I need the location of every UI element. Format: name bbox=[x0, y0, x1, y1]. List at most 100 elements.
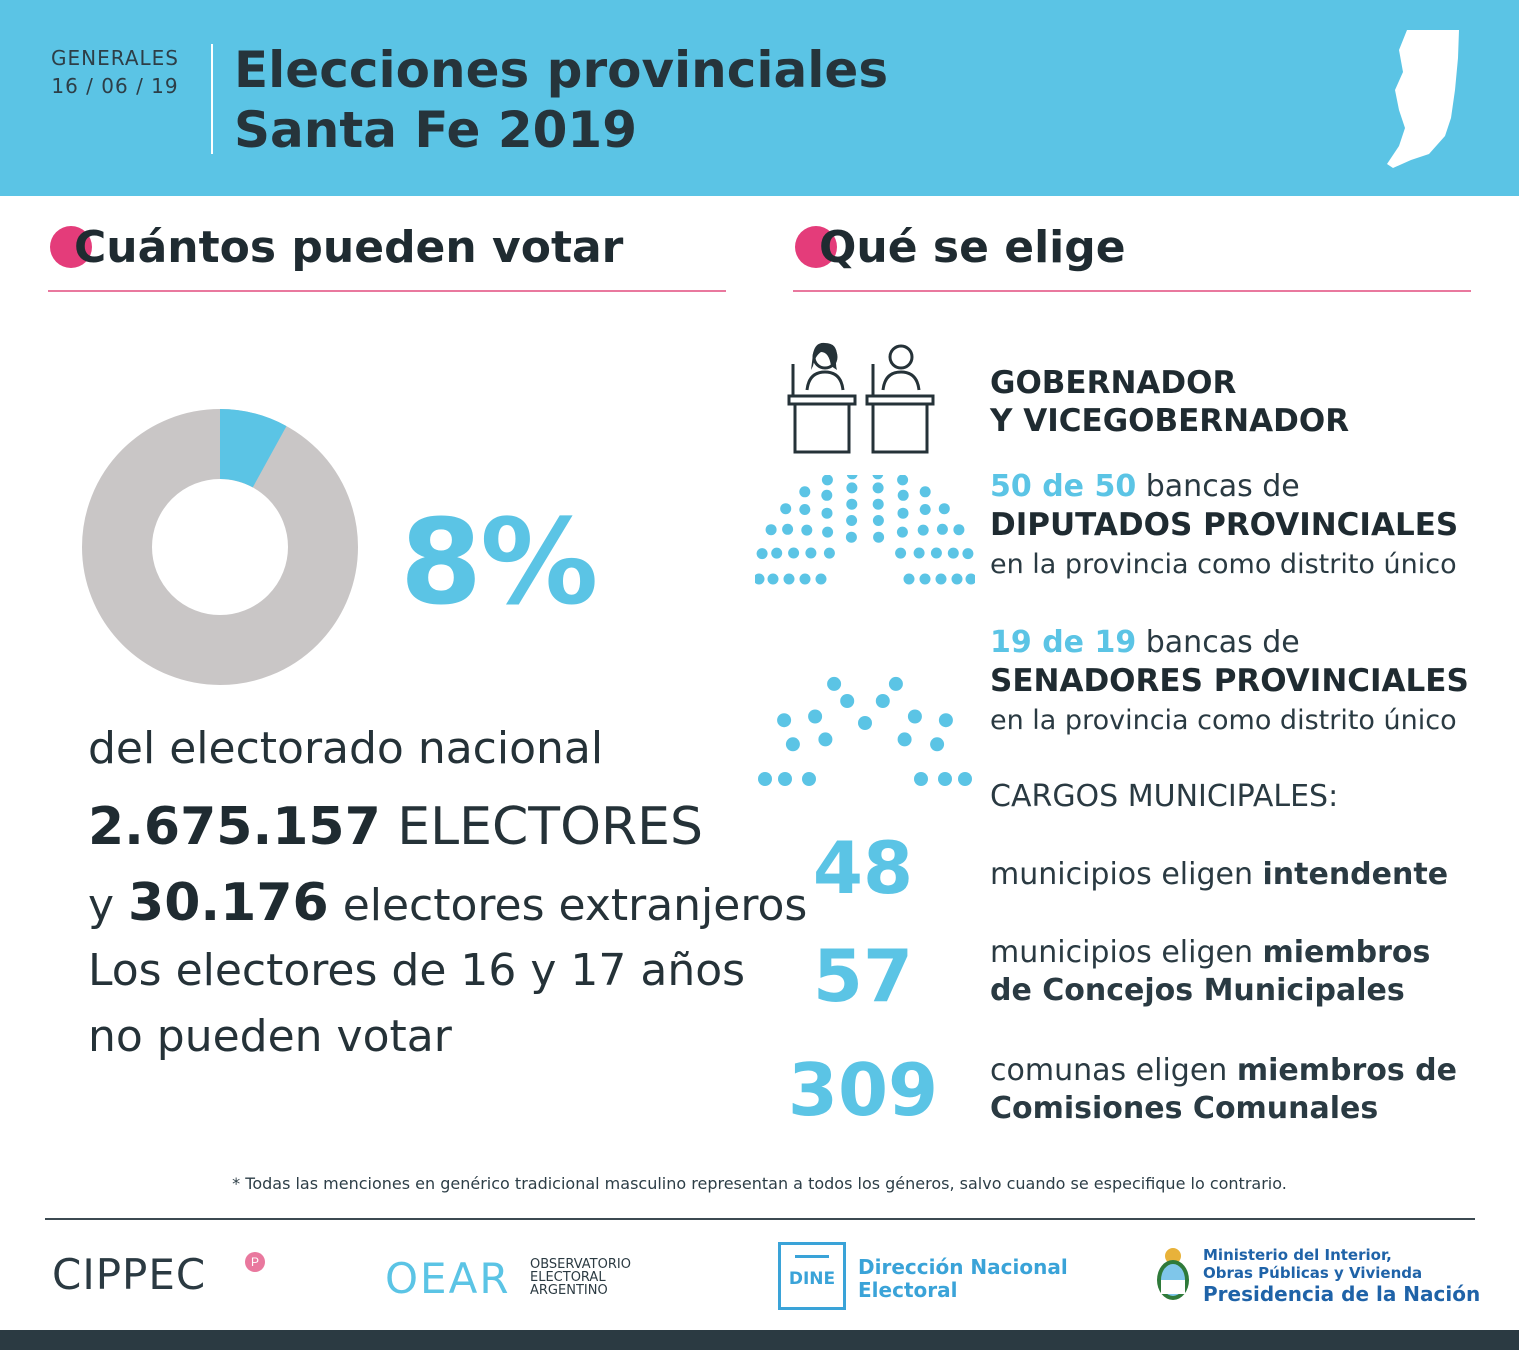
diputados-seat bbox=[896, 526, 908, 538]
diputados-seat bbox=[846, 498, 858, 510]
senadores-seat bbox=[888, 676, 903, 691]
dine-name: Dirección Nacional Electoral bbox=[858, 1256, 1068, 1302]
diputados-seat bbox=[799, 486, 811, 498]
m1-bold: intendente bbox=[1262, 857, 1449, 892]
section-heading-text: Qué se elige bbox=[819, 222, 1126, 273]
page-title-line1: Elecciones provinciales bbox=[234, 41, 889, 99]
ministerio-l3: Presidencia de la Nación bbox=[1203, 1282, 1481, 1306]
header-divider bbox=[211, 44, 213, 154]
heading-dot bbox=[50, 226, 92, 268]
dine-logo-box: DINE bbox=[778, 1242, 846, 1310]
diputados-seat bbox=[872, 515, 884, 526]
diputados-seat bbox=[771, 547, 783, 559]
senadores-count: 19 de 19 bbox=[990, 625, 1137, 660]
electorate-donut-chart bbox=[82, 409, 358, 685]
section-rule bbox=[793, 290, 1471, 292]
header-band bbox=[0, 0, 1519, 196]
diputados-seat bbox=[962, 548, 974, 560]
oear-wordmark: OEAR bbox=[385, 1254, 511, 1303]
ministerio-name: Ministerio del Interior, Obras Públicas … bbox=[1203, 1246, 1480, 1306]
diputados-seat bbox=[872, 475, 884, 480]
senadores-seat bbox=[840, 694, 855, 708]
senadores-seat bbox=[938, 772, 952, 786]
diputados-seat bbox=[756, 548, 768, 560]
diputados-seat bbox=[947, 547, 959, 559]
senadores-seat bbox=[958, 772, 972, 786]
diputados-seat bbox=[897, 489, 909, 501]
diputados-seat bbox=[821, 507, 833, 519]
cippec-wordmark: CIPPEC bbox=[52, 1250, 207, 1299]
diputados-seat bbox=[845, 531, 857, 543]
m2-bold1: miembros bbox=[1262, 935, 1431, 970]
diputados-seat bbox=[936, 523, 948, 535]
national-coat-of-arms-icon bbox=[1157, 1248, 1189, 1300]
percent-value: 8% bbox=[400, 493, 598, 631]
electores-label: ELECTORES bbox=[380, 797, 703, 857]
diputados-seat bbox=[917, 524, 929, 536]
diputados-seat bbox=[919, 573, 931, 585]
diputados-seat bbox=[755, 573, 765, 585]
senadores-seat bbox=[777, 713, 792, 728]
senadores-seat bbox=[802, 772, 816, 786]
senadores-seat bbox=[930, 737, 945, 752]
oear-caption: OBSERVATORIO ELECTORAL ARGENTINO bbox=[530, 1258, 631, 1297]
diputados-seat bbox=[846, 515, 858, 526]
senadores-seat bbox=[758, 772, 772, 786]
diputados-seat bbox=[872, 482, 884, 494]
m2-bold2: de Concejos Municipales bbox=[990, 973, 1405, 1008]
extranjeros-prefix: y bbox=[88, 880, 129, 931]
diputados-seat bbox=[767, 573, 779, 585]
m1-text: municipios eligen bbox=[990, 857, 1263, 892]
diputados-seat bbox=[782, 523, 794, 535]
diputados-seat bbox=[765, 524, 777, 536]
bottom-bar bbox=[0, 1330, 1519, 1350]
senadores-bancas: bancas de bbox=[1136, 625, 1300, 660]
diputados-sub: en la provincia como distrito único bbox=[990, 549, 1457, 580]
extranjeros-label: electores extranjeros bbox=[328, 880, 808, 931]
diputados-line1: 50 de 50 bancas de bbox=[990, 468, 1458, 506]
diputados-seat bbox=[783, 573, 795, 585]
governor-line1: GOBERNADOR bbox=[990, 365, 1237, 401]
ministerio-l1: Ministerio del Interior, bbox=[1203, 1246, 1392, 1264]
diputados-seat bbox=[821, 475, 833, 486]
senadores-hemicycle-icon bbox=[758, 676, 972, 786]
diputados-seat bbox=[935, 573, 947, 585]
senadores-seat bbox=[778, 772, 792, 786]
dine-box-text: DINE bbox=[788, 1269, 836, 1289]
age-note-line1: Los electores de 16 y 17 años bbox=[88, 945, 746, 996]
diputados-seat bbox=[919, 486, 931, 498]
section-heading-votantes: Cuántos pueden votar bbox=[50, 222, 730, 282]
senadores-seat bbox=[897, 732, 912, 747]
diputados-seat bbox=[897, 507, 909, 519]
dine-name-l2: Electoral bbox=[858, 1278, 958, 1302]
cippec-logo: CIPPEC P bbox=[52, 1250, 265, 1310]
diputados-seat bbox=[938, 503, 950, 515]
senadores-block: 19 de 19 bancas de SENADORES PROVINCIALE… bbox=[990, 624, 1469, 738]
diputados-seat bbox=[801, 524, 813, 536]
governor-title: GOBERNADOR Y VICEGOBERNADOR bbox=[990, 364, 1349, 440]
donut-slice-santa-fe bbox=[220, 409, 287, 488]
senadores-seat bbox=[785, 737, 800, 752]
diputados-seat bbox=[951, 573, 963, 585]
senadores-sub: en la provincia como distrito único bbox=[990, 705, 1457, 736]
cargos-municipales-label: CARGOS MUNICIPALES: bbox=[990, 779, 1339, 814]
senadores-seat bbox=[875, 694, 890, 708]
page-title-line2: Santa Fe 2019 bbox=[234, 101, 638, 159]
election-date: 16 / 06 / 19 bbox=[51, 74, 179, 98]
cippec-badge: P bbox=[245, 1252, 265, 1272]
electores-count: 2.675.157 bbox=[88, 797, 381, 857]
oear-caption-l3: ARGENTINO bbox=[530, 1283, 608, 1298]
diputados-seat bbox=[873, 531, 885, 543]
governor-line2: Y VICEGOBERNADOR bbox=[990, 403, 1350, 439]
senadores-seat bbox=[914, 772, 928, 786]
diputados-seat bbox=[913, 547, 925, 559]
senadores-seat bbox=[808, 709, 823, 724]
election-type-label: GENERALES 16 / 06 / 19 bbox=[30, 44, 200, 100]
dine-name-l1: Dirección Nacional bbox=[858, 1255, 1068, 1279]
comunas-count: 309 bbox=[787, 1048, 939, 1132]
diputados-seat bbox=[846, 482, 858, 494]
senadores-seat bbox=[858, 716, 872, 730]
santa-fe-map-icon bbox=[1387, 30, 1459, 168]
dine-box-bar bbox=[795, 1255, 829, 1258]
extranjeros-line: y 30.176 electores extranjeros bbox=[88, 876, 807, 933]
